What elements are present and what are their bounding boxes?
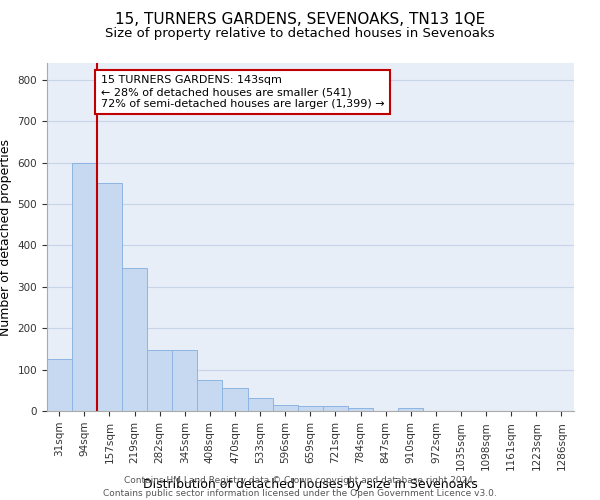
Bar xyxy=(248,398,272,411)
Text: 15 TURNERS GARDENS: 143sqm
← 28% of detached houses are smaller (541)
72% of sem: 15 TURNERS GARDENS: 143sqm ← 28% of deta… xyxy=(101,76,385,108)
Bar xyxy=(47,360,72,412)
Bar xyxy=(147,350,172,412)
Text: 15, TURNERS GARDENS, SEVENOAKS, TN13 1QE: 15, TURNERS GARDENS, SEVENOAKS, TN13 1QE xyxy=(115,12,485,28)
Bar xyxy=(197,380,223,412)
Bar xyxy=(172,350,197,412)
Bar xyxy=(298,406,323,411)
Bar xyxy=(272,406,298,411)
Bar xyxy=(97,183,122,412)
Bar xyxy=(398,408,424,412)
Bar xyxy=(122,268,147,412)
X-axis label: Distribution of detached houses by size in Sevenoaks: Distribution of detached houses by size … xyxy=(143,478,478,491)
Text: Contains HM Land Registry data © Crown copyright and database right 2024.
Contai: Contains HM Land Registry data © Crown c… xyxy=(103,476,497,498)
Y-axis label: Number of detached properties: Number of detached properties xyxy=(0,138,12,336)
Bar xyxy=(348,408,373,412)
Bar xyxy=(72,162,97,412)
Bar xyxy=(323,406,348,411)
Bar xyxy=(223,388,248,411)
Text: Size of property relative to detached houses in Sevenoaks: Size of property relative to detached ho… xyxy=(105,28,495,40)
